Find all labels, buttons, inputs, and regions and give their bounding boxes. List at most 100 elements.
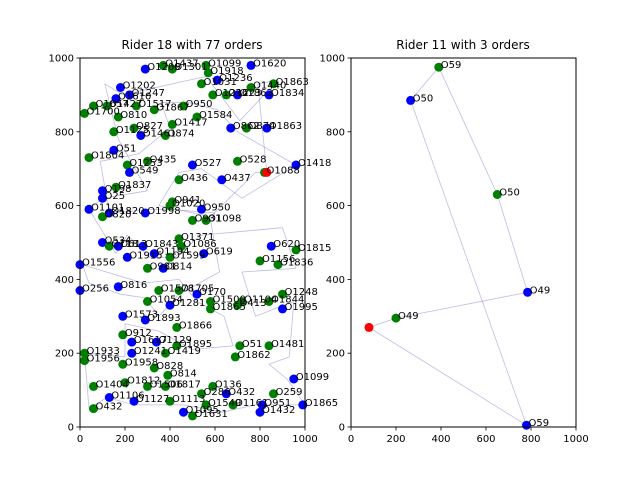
left-point-label: O1631: [195, 409, 228, 420]
left-delivery-point: [89, 381, 98, 391]
left-y-tick-label: 1000: [49, 54, 74, 65]
left-point-label: O1865: [305, 398, 338, 409]
right-depot-point: [364, 322, 374, 332]
left-point-label: O1156: [262, 254, 295, 265]
left-delivery-point: [203, 68, 213, 78]
left-point-label: O1610: [118, 92, 151, 103]
left-delivery-point: [143, 156, 152, 166]
right-delivery-point: [391, 313, 401, 323]
left-pickup-point: [125, 167, 134, 177]
left-pickup-point: [140, 208, 150, 218]
left-pickup-point: [129, 396, 139, 406]
left-pickup-point: [165, 300, 175, 310]
left-order-points: [75, 60, 308, 421]
left-point-label: O1834: [271, 88, 304, 99]
left-point-label: O51: [116, 143, 137, 154]
left-point-label: O1517: [138, 99, 171, 110]
left-delivery-point: [161, 381, 170, 391]
left-point-label: O1893: [147, 313, 180, 324]
left-delivery-point: [269, 79, 278, 89]
right-point-label: O59: [441, 60, 462, 71]
left-pickup-point: [233, 90, 242, 100]
left-route-segment: [187, 101, 218, 111]
left-delivery-point: [118, 330, 128, 340]
left-point-label: O528: [240, 154, 267, 165]
right-route-segment: [438, 67, 498, 195]
left-point-label: O1836: [280, 258, 313, 269]
left-route-segment: [237, 131, 297, 166]
left-delivery-point: [197, 389, 206, 399]
left-delivery-point: [172, 322, 182, 332]
left-route-segment: [117, 139, 148, 191]
left-delivery-point: [122, 160, 132, 170]
left-pickup-point: [138, 241, 148, 251]
left-delivery-point: [188, 411, 197, 421]
left-point-label: O1031: [204, 77, 237, 88]
left-route-segment: [169, 208, 216, 214]
left-point-label: O951: [264, 398, 291, 409]
left-route-segment: [210, 212, 216, 221]
left-delivery-point: [149, 105, 159, 115]
right-y-tick-label: 200: [326, 349, 345, 360]
left-delivery-point: [228, 400, 238, 410]
left-pickup-point: [113, 282, 123, 292]
left-delivery-point: [235, 341, 245, 351]
left-pickup-point: [264, 90, 274, 100]
right-y-tick-label: 0: [339, 423, 345, 434]
left-delivery-point: [174, 175, 184, 185]
left-delivery-point: [98, 212, 107, 222]
left-point-label: O51: [242, 339, 263, 350]
left-pickup-point: [199, 249, 209, 259]
left-pickup-point: [113, 241, 123, 251]
left-point-label: O527: [195, 158, 222, 169]
left-pickup-point: [188, 160, 197, 170]
left-delivery-point: [154, 286, 164, 295]
left-route-segment: [100, 153, 139, 162]
left-point-label: O1862: [240, 88, 273, 99]
left-route-segment: [210, 220, 220, 273]
left-subplot-title: Rider 18 with 77 orders: [121, 38, 262, 52]
left-point-label: O170: [199, 287, 226, 298]
left-point-label: O1812: [127, 376, 160, 387]
left-point-label: O1815: [298, 243, 331, 254]
left-point-label: O413: [240, 298, 267, 309]
left-point-label: O1956: [87, 354, 120, 365]
left-delivery-point: [242, 123, 251, 133]
left-point-label: O981: [150, 261, 177, 272]
left-point-label: O259: [276, 387, 303, 398]
left-point-label: O619: [206, 247, 233, 258]
left-y-tick-label: 400: [55, 275, 74, 286]
left-delivery-point: [120, 378, 130, 388]
left-point-label: O874: [249, 121, 276, 132]
left-point-label: O1247: [132, 88, 165, 99]
left-point-label: O549: [132, 165, 159, 176]
right-axes-frame: [350, 57, 577, 428]
left-point-label: O1054: [150, 295, 183, 306]
left-pickup-point: [136, 131, 146, 140]
left-route-segment: [174, 234, 202, 258]
left-point-label: O1281: [172, 298, 205, 309]
left-delivery-point: [113, 112, 123, 122]
left-point-label: O1866: [179, 320, 212, 331]
left-point-label: O950: [204, 202, 231, 213]
right-route-segment: [368, 317, 397, 328]
right-delivery-point: [434, 62, 444, 72]
left-pickup-point: [179, 407, 188, 417]
left-point-label: O1404: [96, 379, 129, 390]
right-pickup-point: [406, 95, 416, 105]
left-point-label: O1104: [244, 295, 277, 306]
left-pickup-point: [127, 337, 137, 347]
left-point-label: O814: [165, 261, 192, 272]
left-point-label: O436: [181, 173, 208, 184]
right-subplot: Rider 11 with 3 orders O59O50O50O49O49O5…: [320, 38, 589, 445]
right-pickup-point: [523, 287, 533, 297]
left-x-tick-label: 1000: [292, 434, 317, 445]
left-point-label: O1440: [253, 81, 286, 92]
right-point-labels: O59 O50 O50 O49 O49 O59: [398, 60, 550, 429]
left-delivery-point: [230, 352, 240, 362]
left-point-label: O1863: [269, 121, 302, 132]
left-delivery-point: [192, 112, 202, 122]
left-route-segment: [82, 264, 144, 284]
left-delivery-point: [167, 119, 177, 129]
left-delivery-point: [165, 396, 175, 406]
